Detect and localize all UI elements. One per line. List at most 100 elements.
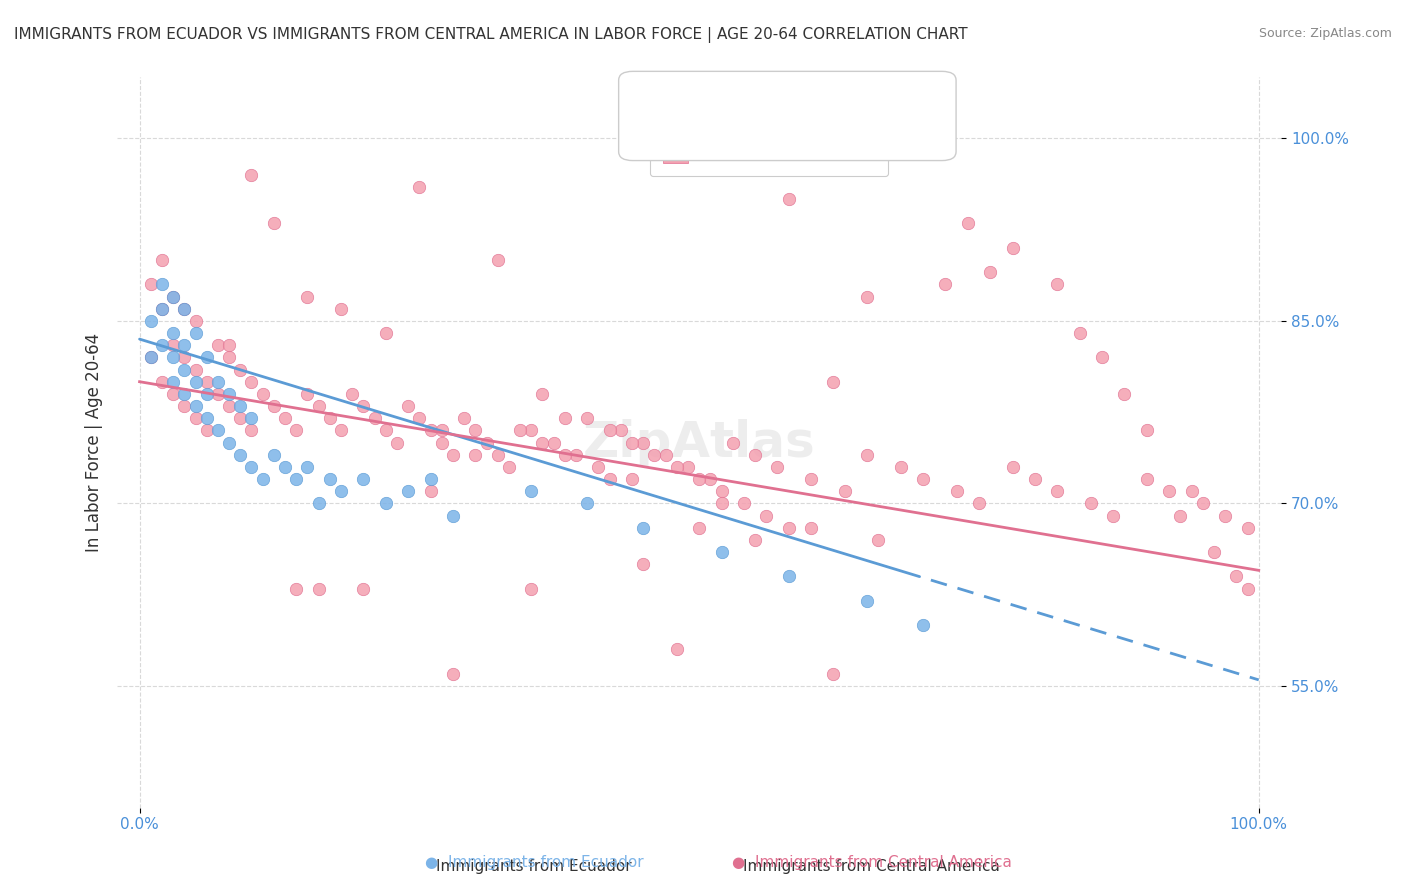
Point bbox=[1159, 484, 1181, 499]
Point bbox=[868, 533, 890, 547]
Point bbox=[823, 666, 845, 681]
Point bbox=[800, 521, 823, 535]
Point bbox=[274, 459, 297, 474]
Point bbox=[240, 168, 263, 182]
Point bbox=[911, 618, 934, 632]
Point bbox=[263, 448, 285, 462]
Point bbox=[911, 472, 934, 486]
Point bbox=[374, 326, 396, 340]
Point bbox=[184, 411, 207, 425]
Point bbox=[162, 289, 184, 303]
Point bbox=[599, 472, 621, 486]
Point bbox=[610, 423, 633, 437]
Point bbox=[150, 252, 173, 267]
Point bbox=[778, 569, 800, 583]
Point bbox=[979, 265, 1001, 279]
Point bbox=[252, 387, 274, 401]
Point bbox=[834, 484, 856, 499]
Point bbox=[330, 423, 353, 437]
Point bbox=[665, 642, 688, 657]
Point bbox=[733, 496, 755, 510]
Point bbox=[1202, 545, 1225, 559]
Point bbox=[396, 484, 419, 499]
Point bbox=[441, 666, 464, 681]
Point bbox=[856, 448, 879, 462]
Point bbox=[229, 448, 252, 462]
Point bbox=[531, 435, 554, 450]
Point bbox=[554, 448, 576, 462]
Point bbox=[419, 484, 441, 499]
Point bbox=[1191, 496, 1213, 510]
Point bbox=[173, 399, 195, 413]
Text: ●  Immigrants from Ecuador: ● Immigrants from Ecuador bbox=[425, 855, 644, 870]
Point bbox=[1136, 423, 1159, 437]
Point bbox=[441, 508, 464, 523]
Point bbox=[654, 448, 676, 462]
Point bbox=[856, 289, 879, 303]
Point bbox=[1080, 496, 1102, 510]
Point bbox=[308, 496, 330, 510]
Point bbox=[486, 448, 509, 462]
Point bbox=[285, 472, 308, 486]
Point bbox=[721, 435, 744, 450]
Point bbox=[631, 558, 654, 572]
Point bbox=[229, 362, 252, 376]
Point bbox=[297, 387, 319, 401]
Text: IMMIGRANTS FROM ECUADOR VS IMMIGRANTS FROM CENTRAL AMERICA IN LABOR FORCE | AGE : IMMIGRANTS FROM ECUADOR VS IMMIGRANTS FR… bbox=[14, 27, 967, 43]
Point bbox=[688, 521, 710, 535]
Point bbox=[1091, 351, 1114, 365]
Point bbox=[643, 448, 665, 462]
Point bbox=[218, 435, 240, 450]
Point bbox=[486, 252, 509, 267]
Point bbox=[1236, 521, 1258, 535]
Point bbox=[1236, 582, 1258, 596]
Point bbox=[162, 326, 184, 340]
Point bbox=[297, 459, 319, 474]
Point bbox=[374, 496, 396, 510]
Point bbox=[620, 435, 643, 450]
Point bbox=[297, 289, 319, 303]
Point bbox=[520, 582, 543, 596]
Point bbox=[195, 387, 218, 401]
Point bbox=[184, 375, 207, 389]
Point bbox=[620, 472, 643, 486]
Point bbox=[890, 131, 912, 145]
Point bbox=[631, 521, 654, 535]
Point bbox=[184, 314, 207, 328]
Point bbox=[352, 472, 374, 486]
Point bbox=[195, 423, 218, 437]
Point bbox=[565, 448, 588, 462]
Point bbox=[184, 399, 207, 413]
Point bbox=[240, 423, 263, 437]
Point bbox=[430, 423, 453, 437]
Point bbox=[195, 411, 218, 425]
Point bbox=[419, 423, 441, 437]
Point bbox=[408, 411, 430, 425]
Point bbox=[385, 435, 408, 450]
Point bbox=[520, 423, 543, 437]
Point bbox=[1046, 484, 1069, 499]
Point bbox=[274, 411, 297, 425]
Point bbox=[218, 351, 240, 365]
Point bbox=[330, 301, 353, 316]
Point bbox=[162, 338, 184, 352]
Point bbox=[240, 411, 263, 425]
Point bbox=[766, 459, 789, 474]
Point bbox=[173, 338, 195, 352]
Point bbox=[934, 277, 956, 292]
Point bbox=[576, 411, 599, 425]
Point bbox=[150, 301, 173, 316]
Point bbox=[1102, 508, 1125, 523]
Point bbox=[778, 521, 800, 535]
Point bbox=[150, 338, 173, 352]
Point bbox=[173, 301, 195, 316]
Point bbox=[352, 399, 374, 413]
Point bbox=[823, 375, 845, 389]
Point bbox=[588, 459, 610, 474]
Point bbox=[139, 351, 162, 365]
Text: ZipAtlas: ZipAtlas bbox=[582, 418, 815, 467]
Point bbox=[665, 459, 688, 474]
Point bbox=[139, 351, 162, 365]
Point bbox=[139, 314, 162, 328]
Point bbox=[430, 435, 453, 450]
